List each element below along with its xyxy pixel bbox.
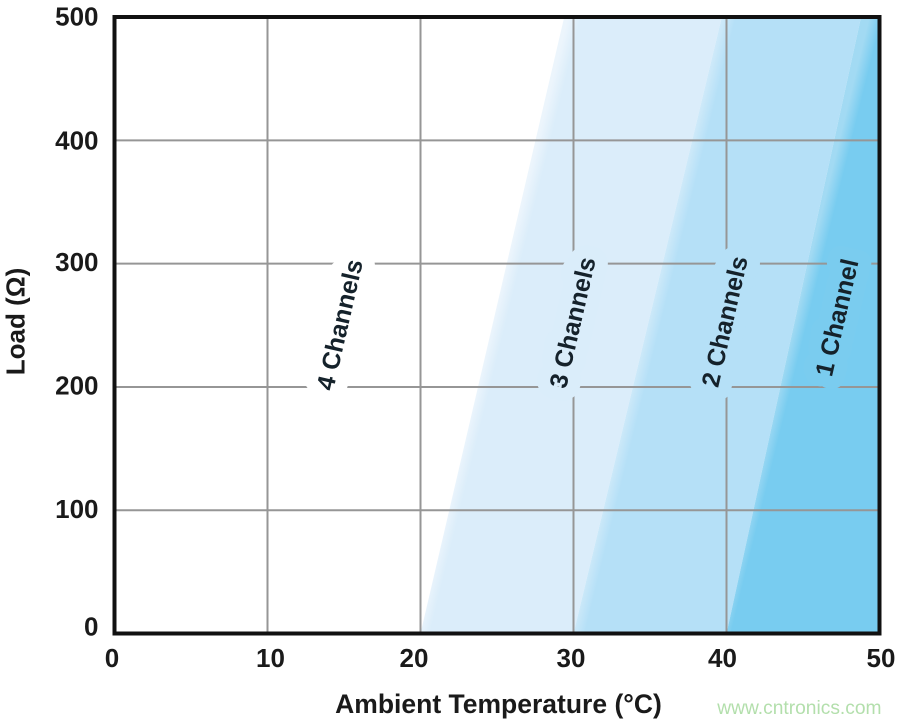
svg-text:0: 0 xyxy=(84,611,98,641)
svg-text:400: 400 xyxy=(55,125,98,155)
svg-text:100: 100 xyxy=(55,494,98,524)
svg-text:500: 500 xyxy=(55,1,98,31)
svg-text:300: 300 xyxy=(55,247,98,277)
svg-text:50: 50 xyxy=(867,643,896,673)
svg-text:Load (Ω): Load (Ω) xyxy=(1,268,31,376)
svg-text:20: 20 xyxy=(400,643,429,673)
svg-text:10: 10 xyxy=(256,643,285,673)
svg-text:200: 200 xyxy=(55,370,98,400)
svg-text:0: 0 xyxy=(105,643,119,673)
svg-text:40: 40 xyxy=(708,643,737,673)
svg-text:30: 30 xyxy=(557,643,586,673)
svg-text:www.cntronics.com: www.cntronics.com xyxy=(716,698,881,719)
svg-text:Ambient Temperature (°C): Ambient Temperature (°C) xyxy=(335,689,662,719)
